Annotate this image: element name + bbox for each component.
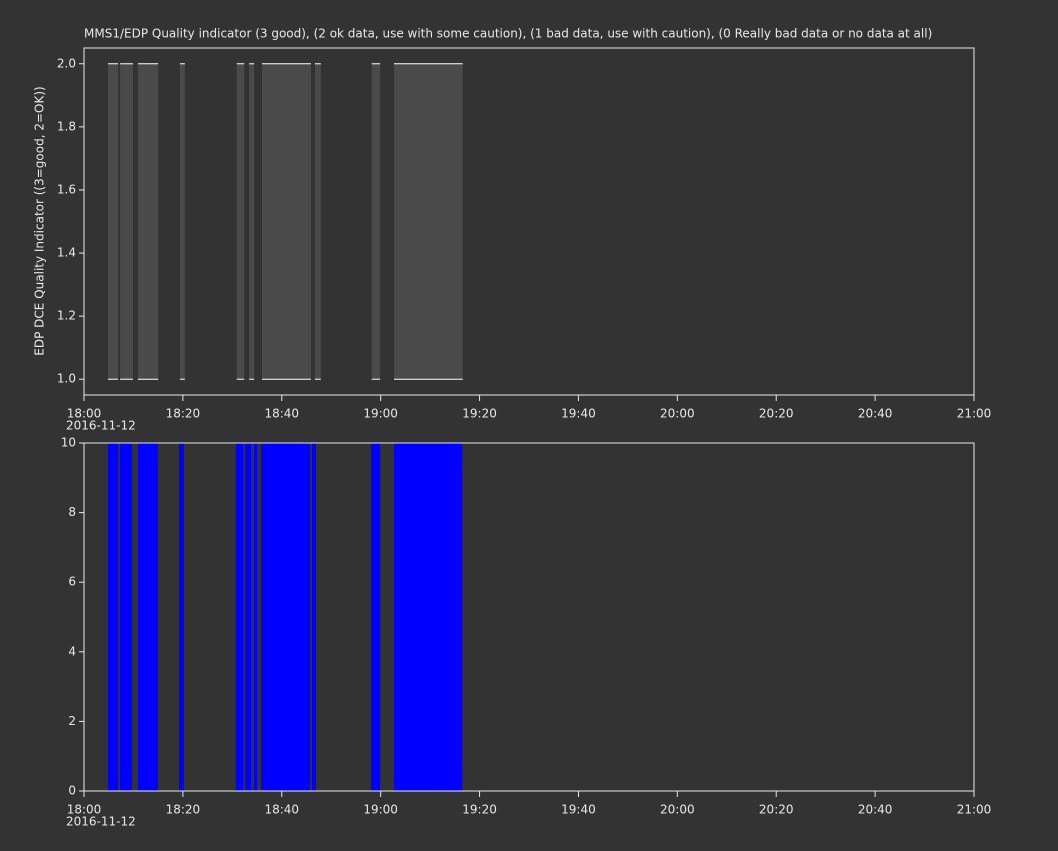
y-tick-label: 1.8	[57, 119, 76, 133]
plot-frame	[83, 47, 975, 396]
y-tick-label: 1.2	[57, 309, 76, 323]
x-tick-label: 20:40	[858, 803, 893, 817]
band	[107, 63, 119, 380]
x-tick-label: 20:00	[660, 407, 695, 421]
x-tick-label: 19:20	[462, 803, 497, 817]
x-tick-label: 19:00	[363, 407, 398, 421]
x-tick-label: 19:20	[462, 407, 497, 421]
band	[236, 63, 245, 380]
bar	[311, 443, 316, 791]
y-tick-label: 2	[68, 714, 76, 728]
y-tick-label: 1.0	[57, 372, 76, 386]
x-tick-label: 19:40	[561, 407, 596, 421]
x-tick-label: 18:40	[264, 803, 299, 817]
x-tick-label: 18:20	[166, 803, 201, 817]
bar	[137, 443, 158, 791]
bar	[178, 443, 184, 791]
y-tick-label: 8	[68, 505, 76, 519]
y-tick-label: 0	[68, 784, 76, 798]
x-tick-label: 20:40	[858, 407, 893, 421]
bar	[235, 443, 244, 791]
x-tick-label: 20:00	[660, 803, 695, 817]
x-tick-label: 21:00	[957, 803, 992, 817]
band	[249, 63, 255, 380]
x-tick-label: 19:00	[363, 803, 398, 817]
band	[262, 63, 311, 380]
bar	[370, 443, 381, 791]
y-axis-label: EDP DCE Quality Indicator ((3=good, 2=OK…	[33, 86, 47, 355]
y-tick-label: 2.0	[57, 56, 76, 70]
bar	[261, 443, 310, 791]
x-tick-label: 18:00	[67, 407, 102, 421]
x-tick-label: 18:20	[166, 407, 201, 421]
band	[120, 63, 133, 380]
y-tick-label: 1.6	[57, 182, 76, 196]
band	[394, 63, 463, 380]
band	[371, 63, 381, 380]
bar	[254, 443, 258, 791]
date-label: 2016-11-12	[66, 815, 136, 829]
x-tick-label: 18:40	[264, 407, 299, 421]
x-tick-label: 21:00	[957, 407, 992, 421]
y-tick-label: 6	[68, 575, 76, 589]
x-tick-label: 19:40	[561, 803, 596, 817]
bar	[107, 443, 119, 791]
band	[137, 63, 159, 380]
y-tick-label: 1.4	[57, 246, 76, 260]
x-tick-label: 18:00	[67, 803, 102, 817]
x-tick-label: 20:20	[759, 803, 794, 817]
bar	[120, 443, 132, 791]
bar	[245, 443, 252, 791]
y-tick-label: 10	[61, 436, 76, 450]
y-tick-label: 4	[68, 644, 76, 658]
chart-title: MMS1/EDP Quality indicator (3 good), (2 …	[84, 27, 932, 41]
x-tick-label: 20:20	[759, 407, 794, 421]
bar	[394, 443, 463, 791]
band	[314, 63, 321, 380]
band	[179, 63, 185, 380]
date-label: 2016-11-12	[66, 419, 136, 433]
plot-frame	[83, 442, 975, 792]
